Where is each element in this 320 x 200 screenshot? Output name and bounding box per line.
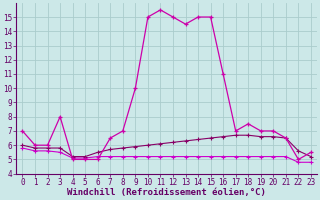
X-axis label: Windchill (Refroidissement éolien,°C): Windchill (Refroidissement éolien,°C) [67,188,266,197]
